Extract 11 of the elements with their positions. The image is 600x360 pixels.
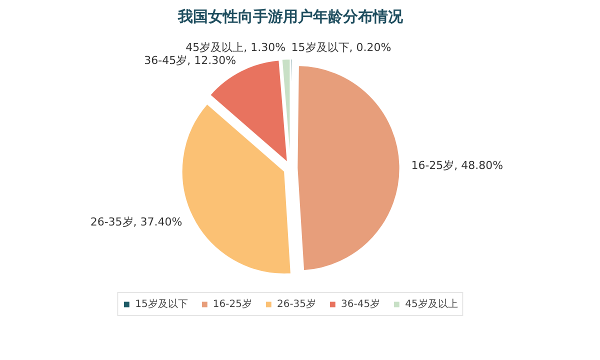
legend-label: 26-35岁 <box>276 298 316 311</box>
data-label: 16-25岁, 48.80% <box>411 158 504 172</box>
data-label: 15岁及以下, 0.20% <box>291 41 392 54</box>
legend-label: 45岁及以上 <box>405 298 458 311</box>
data-label: 45岁及以上, 1.30% <box>186 41 286 54</box>
data-label: 36-45岁, 12.30% <box>144 54 236 68</box>
legend-label: 36-45岁 <box>341 298 380 311</box>
chart-title: 我国女性向手游用户年龄分布情况 <box>177 8 404 26</box>
data-label: 26-35岁, 37.40% <box>90 215 182 228</box>
legend-label: 16-25岁 <box>212 298 252 311</box>
legend-label: 15岁及以下 <box>135 298 188 311</box>
